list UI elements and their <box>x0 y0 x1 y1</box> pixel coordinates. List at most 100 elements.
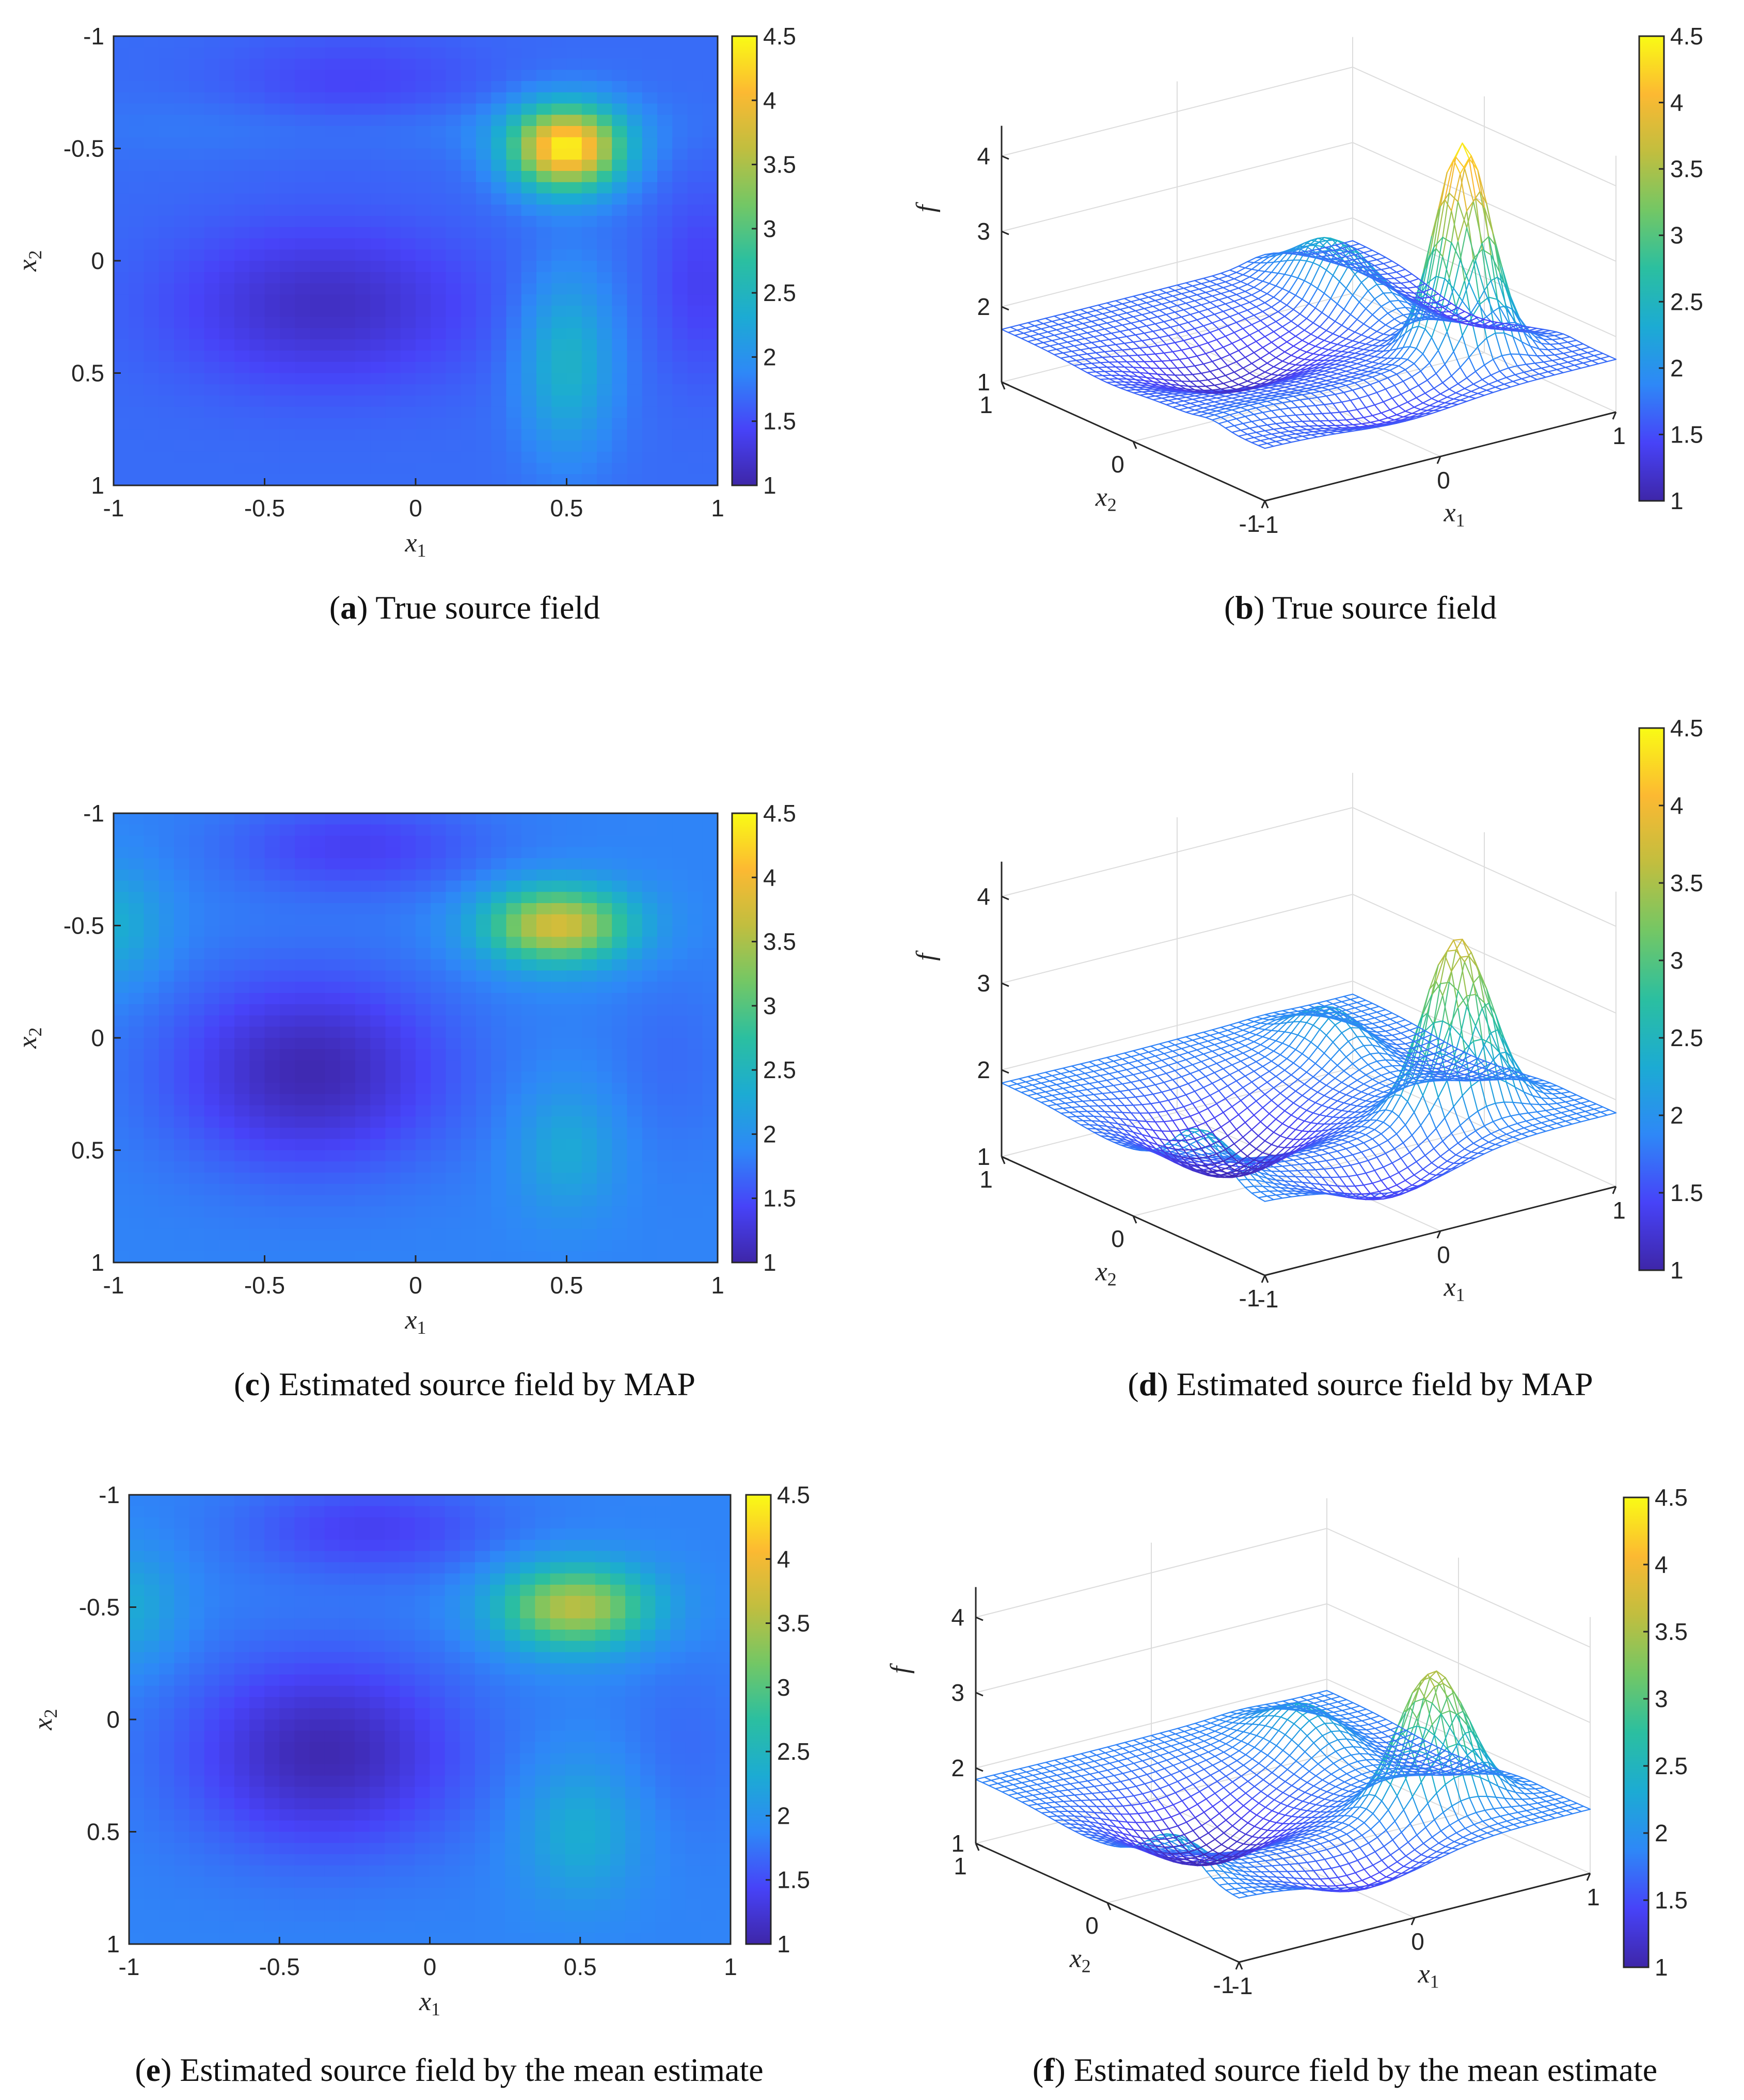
mesh-segment <box>1225 301 1235 305</box>
mesh-segment <box>1185 282 1193 287</box>
heatmap-cell <box>264 182 280 194</box>
heatmap-cell <box>385 36 401 48</box>
mesh-segment <box>1001 328 1009 333</box>
mesh-segment <box>1058 324 1066 328</box>
heatmap-cell <box>400 451 416 464</box>
mesh-segment <box>1040 345 1051 349</box>
panel-a: -1 -0.5 0 0.5 1-1-0.500.51x1x211.522.533.544… <box>13 23 796 561</box>
mesh-segment <box>1486 311 1494 318</box>
mesh-segment <box>1571 367 1582 371</box>
mesh-segment <box>1404 406 1415 412</box>
mesh-segment <box>1181 381 1189 387</box>
mesh-segment <box>1264 254 1272 255</box>
heatmap-cell <box>340 294 356 306</box>
mesh-segment <box>1231 376 1242 382</box>
mesh-segment <box>1152 360 1161 369</box>
heatmap-cell <box>461 70 477 82</box>
heatmap-cell <box>370 283 386 295</box>
heatmap-cell <box>204 429 220 441</box>
heatmap-cell <box>657 339 673 351</box>
heatmap-cell <box>536 171 552 183</box>
mesh-segment <box>1165 311 1176 315</box>
heatmap-cell <box>642 339 658 351</box>
mesh-segment <box>1288 431 1296 435</box>
mesh-segment <box>1104 305 1114 309</box>
mesh-segment <box>1325 350 1336 356</box>
heatmap-cell <box>400 361 416 374</box>
mesh-segment <box>1007 329 1018 333</box>
heatmap-cell <box>612 339 628 351</box>
mesh-segment <box>1240 276 1250 282</box>
mesh-segment <box>1358 243 1367 248</box>
heatmap-cell <box>431 92 447 104</box>
mesh-segment <box>1205 353 1213 362</box>
heatmap-cell <box>476 126 492 138</box>
heatmap-cell <box>476 339 492 351</box>
heatmap-cell <box>461 339 477 351</box>
mesh-segment <box>1167 386 1176 390</box>
mesh-segment <box>1574 343 1584 347</box>
heatmap-cell <box>551 474 567 486</box>
heatmap-cell <box>672 216 688 228</box>
mesh-segment <box>1183 400 1191 404</box>
heatmap-cell <box>536 384 552 396</box>
colorbar-tick-label: 2.5 <box>1670 288 1703 315</box>
heatmap-cell <box>219 272 235 284</box>
mesh-segment <box>1312 374 1323 378</box>
mesh-segment <box>1360 334 1369 338</box>
heatmap-cell <box>355 70 371 82</box>
heatmap-cell <box>657 249 673 261</box>
heatmap-cell <box>158 238 175 250</box>
heatmap-cell <box>461 261 477 273</box>
heatmap-cell <box>249 261 265 273</box>
mesh-segment <box>1223 342 1233 348</box>
mesh-segment <box>1038 331 1049 335</box>
mesh-segment <box>1352 357 1360 360</box>
mesh-segment <box>1223 412 1231 416</box>
mesh-segment <box>1597 361 1608 365</box>
heatmap-cell <box>279 227 295 239</box>
heatmap-cell <box>204 137 220 149</box>
mesh-segment <box>1374 333 1384 340</box>
heatmap-cell <box>370 58 386 71</box>
heatmap-cell <box>551 272 567 284</box>
heatmap-cell <box>264 36 280 48</box>
mesh-segment <box>1080 348 1090 351</box>
heatmap-cell <box>234 249 250 261</box>
heatmap-cell <box>114 227 130 239</box>
heatmap-cell <box>158 36 175 48</box>
mesh-segment <box>1251 290 1261 296</box>
mesh-segment <box>1530 375 1538 381</box>
mesh-segment <box>1119 374 1130 376</box>
heatmap-cell <box>491 238 507 250</box>
mesh-segment <box>1214 289 1222 294</box>
mesh-segment <box>1306 307 1316 319</box>
mesh-segment <box>1398 326 1406 330</box>
mesh-segment <box>1260 419 1268 426</box>
mesh-segment <box>1091 362 1099 368</box>
mesh-segment <box>1378 320 1386 326</box>
mesh-segment <box>1246 409 1255 415</box>
heatmap-cell <box>325 474 341 486</box>
heatmap-cell <box>325 451 341 464</box>
mesh-segment <box>1343 261 1351 265</box>
heatmap-cell <box>129 463 145 475</box>
heatmap-cell <box>264 813 280 825</box>
heatmap-cell <box>295 126 311 138</box>
mesh-segment <box>1165 374 1174 382</box>
mesh-segment <box>1337 303 1345 310</box>
mesh-segment <box>1293 437 1301 441</box>
mesh-segment <box>1251 440 1261 444</box>
heatmap-cell <box>158 463 175 475</box>
heatmap-cell <box>114 373 130 385</box>
heatmap-cell <box>627 339 643 351</box>
mesh-segment <box>1369 381 1380 386</box>
mesh-segment <box>1216 396 1226 399</box>
x2-tick-label: -1 <box>1239 510 1260 537</box>
mesh-segment <box>1437 397 1448 402</box>
heatmap-cell <box>642 249 658 261</box>
mesh-segment <box>1448 388 1456 394</box>
mesh-segment <box>1411 296 1421 299</box>
heatmap-cell <box>370 160 386 171</box>
heatmap-cell <box>687 406 703 419</box>
